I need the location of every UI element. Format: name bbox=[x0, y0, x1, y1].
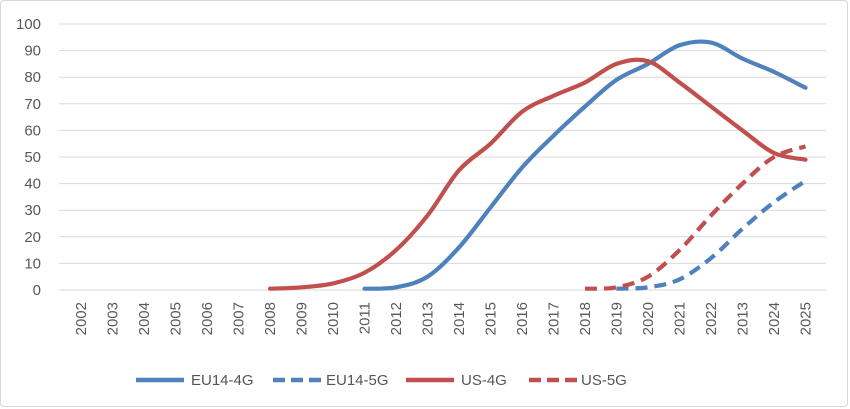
x-axis-tick-label: 2022 bbox=[703, 302, 720, 335]
y-axis-tick-label: 60 bbox=[24, 122, 41, 139]
y-axis-tick-label: 50 bbox=[24, 149, 41, 166]
x-axis-tick-label: 2006 bbox=[199, 302, 216, 335]
x-axis-tick-label: 2015 bbox=[483, 302, 500, 335]
y-axis-tick-label: 10 bbox=[24, 255, 41, 272]
x-axis-tick-label: 2012 bbox=[388, 302, 405, 335]
x-axis-tick-label: 2009 bbox=[294, 302, 311, 335]
legend-item-eu14-4g: EU14-4G bbox=[136, 372, 254, 389]
legend-item-eu14-5g: EU14-5G bbox=[273, 372, 389, 389]
y-axis-tick-label: 70 bbox=[24, 96, 41, 113]
y-axis-tick-label: 100 bbox=[16, 16, 41, 33]
x-axis-tick-label: 2010 bbox=[325, 302, 342, 335]
x-axis-tick-label: 2004 bbox=[136, 302, 153, 335]
x-axis-tick-label: 2008 bbox=[262, 302, 279, 335]
legend-item-us-4g: US-4G bbox=[406, 372, 507, 389]
x-axis-tick-label: 2007 bbox=[231, 302, 248, 335]
x-axis-tick-label: 2013 bbox=[735, 302, 752, 335]
y-axis-tick-label: 80 bbox=[24, 69, 41, 86]
x-axis-tick-label: 2003 bbox=[105, 302, 122, 335]
legend-label: EU14-4G bbox=[191, 372, 254, 389]
x-axis-tick-label: 2018 bbox=[577, 302, 594, 335]
x-axis-tick-label: 2019 bbox=[609, 302, 626, 335]
legend-item-us-5g: US-5G bbox=[529, 372, 627, 389]
series-line-eu14-4g bbox=[362, 39, 808, 291]
y-axis-tick-label: 40 bbox=[24, 176, 41, 193]
x-axis-tick-label: 2014 bbox=[451, 302, 468, 335]
y-axis-tick-label: 30 bbox=[24, 202, 41, 219]
x-axis-tick-label: 2021 bbox=[672, 302, 689, 335]
x-axis-tick-label: 2017 bbox=[546, 302, 563, 335]
x-axis-tick-label: 2005 bbox=[168, 302, 185, 335]
x-axis-tick-label: 2025 bbox=[798, 302, 815, 335]
x-axis-tick-label: 2013 bbox=[420, 302, 437, 335]
x-axis-tick-label: 2016 bbox=[514, 302, 531, 335]
x-axis-tick-label: 2024 bbox=[766, 302, 783, 335]
y-axis-tick-label: 0 bbox=[33, 282, 41, 299]
y-axis-tick-label: 20 bbox=[24, 229, 41, 246]
legend-label: EU14-5G bbox=[326, 372, 389, 389]
x-axis-tick-label: 2011 bbox=[357, 302, 374, 334]
x-axis-tick-label: 2002 bbox=[73, 302, 90, 335]
x-axis-tick-label: 2020 bbox=[640, 302, 657, 335]
series-line-us-5g bbox=[584, 144, 807, 291]
legend-label: US-4G bbox=[461, 372, 507, 389]
y-axis-tick-label: 90 bbox=[24, 43, 41, 60]
series-line-us-4g bbox=[267, 57, 808, 291]
legend-label: US-5G bbox=[581, 372, 627, 389]
series-line-eu14-5g bbox=[616, 179, 807, 291]
